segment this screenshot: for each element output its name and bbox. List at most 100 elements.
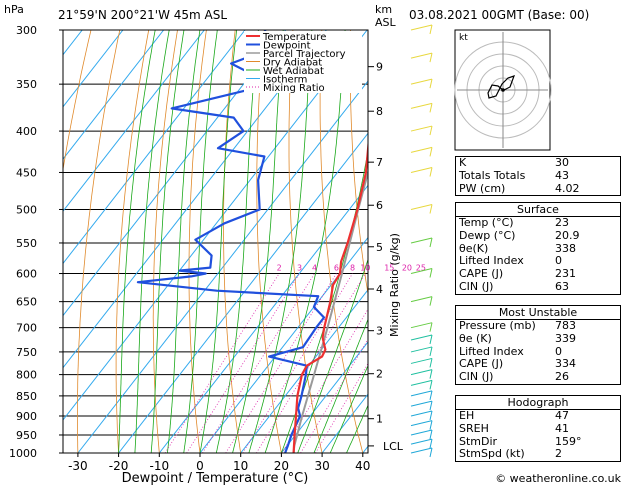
- wind-barb-flag: [429, 447, 433, 458]
- wind-barb-flag: [429, 167, 433, 177]
- index-value: 0: [555, 254, 562, 268]
- wet-adiabat-line: [215, 30, 259, 453]
- index-value: 231: [555, 267, 576, 281]
- index-name: Lifted Index: [459, 254, 524, 268]
- wet-adiabat-line: [183, 30, 218, 453]
- pressure-tick-label: 500: [16, 203, 37, 216]
- wind-barb-flag: [429, 346, 433, 357]
- surface-title: Surface: [456, 203, 620, 217]
- mixing-ratio-label: 15: [384, 264, 394, 273]
- wind-barb-flag: [429, 380, 433, 390]
- hodograph-title: Hodograph: [456, 396, 620, 410]
- pressure-tick-label: 600: [16, 268, 37, 281]
- wind-barb: [410, 52, 433, 59]
- dry-adiabat-line: [188, 30, 207, 453]
- isotherm-line: [77, 80, 368, 453]
- pressure-tick-label: 450: [16, 166, 37, 179]
- index-row: StmSpd (kt) 2: [456, 448, 620, 461]
- isotherm-line: [63, 30, 83, 56]
- dry-adiabat-line: [256, 30, 282, 453]
- pressure-tick-label: 1000: [9, 447, 37, 460]
- wind-barb-flag: [429, 369, 433, 379]
- temperature-tick-label: 0: [196, 459, 204, 473]
- index-value: 47: [555, 409, 569, 422]
- isotherm-line: [63, 30, 368, 421]
- wind-barb: [410, 379, 433, 386]
- wet-adiabat-line: [199, 30, 237, 453]
- index-name: θe (K): [459, 331, 492, 345]
- index-value: 4.02: [555, 181, 580, 195]
- wind-barb: [410, 203, 433, 210]
- wind-barb: [410, 146, 433, 153]
- legend-isotherm: Isotherm: [263, 75, 307, 86]
- wet-adiabat-line: [264, 30, 346, 453]
- wind-barb: [410, 334, 433, 341]
- temperature-tick-label: 30: [314, 459, 329, 473]
- wet-adiabat-line: [134, 30, 170, 453]
- pressure-tick-label: 300: [16, 24, 37, 37]
- isotherm-line: [158, 184, 368, 453]
- most-unstable-table: Most Unstable Pressure (mb) 783 θe (K) 339…: [455, 305, 621, 385]
- wind-barb: [410, 102, 433, 109]
- km-tick-label: 7: [376, 156, 383, 169]
- temperature-tick-label: -30: [68, 459, 88, 473]
- mixing-ratio-label: 25: [416, 264, 426, 273]
- wind-barb-flag: [429, 237, 433, 248]
- mixing-ratio-line: [225, 273, 337, 453]
- surface-table: Surface Temp (°C) 23 Dewp (°C) 20.9 θe(K) 3…: [455, 202, 621, 295]
- index-name: Totals Totals: [459, 168, 526, 182]
- index-row: CAPE (J) 231: [456, 267, 620, 281]
- wind-barb-flag: [429, 296, 433, 306]
- isotherm-line: [281, 341, 368, 453]
- index-name: θe(K): [459, 241, 489, 255]
- index-value: 26: [555, 370, 569, 384]
- index-row: Pressure (mb) 783: [456, 319, 620, 333]
- x-axis-title: Dewpoint / Temperature (°C): [122, 471, 309, 486]
- index-row: Dewp (°C) 20.9: [456, 228, 620, 243]
- wind-barb-flag: [429, 53, 433, 63]
- index-name: Lifted Index: [459, 344, 524, 358]
- index-value: 30: [555, 156, 569, 169]
- hodograph-trace: [487, 75, 515, 99]
- mixing-ratio-label: 8: [350, 264, 355, 273]
- mixing-ratio-line: [186, 273, 300, 453]
- isotherm-line: [240, 288, 368, 453]
- isotherm-line: [199, 236, 368, 453]
- dry-adiabat-line: [152, 30, 178, 453]
- km-tick-label: 9: [376, 61, 383, 74]
- mixing-ratio-label: 10: [360, 264, 370, 273]
- wind-barb: [410, 357, 433, 364]
- dry-adiabat-line: [77, 30, 121, 453]
- index-value: 2: [555, 447, 562, 461]
- wind-barb: [410, 420, 433, 427]
- index-row: Totals Totals 43: [456, 168, 620, 183]
- dry-adiabat-line: [63, 30, 92, 172]
- index-row: EH 47: [456, 409, 620, 423]
- hodograph-table: Hodograph EH 47 SREH 41 StmDir 159° StmSpd …: [455, 395, 621, 463]
- pressure-tick-label: 750: [16, 346, 37, 359]
- plot-frame: [62, 29, 369, 454]
- temperature-tick-label: 40: [355, 459, 370, 473]
- mixing-ratio-label: 6: [334, 264, 339, 273]
- pressure-tick-label: 900: [16, 410, 37, 423]
- index-value: 159°: [555, 434, 582, 448]
- index-name: Pressure (mb): [459, 319, 536, 332]
- temperature-tick-label: -10: [149, 459, 169, 473]
- basic-indices-table: K 30 Totals Totals 43 PW (cm) 4.02: [455, 156, 621, 197]
- dry-adiabat-line: [115, 30, 150, 453]
- wind-barb: [410, 125, 433, 132]
- index-row: CAPE (J) 334: [456, 358, 620, 371]
- mixing-ratio-line: [256, 273, 366, 453]
- index-name: Dewp (°C): [459, 228, 516, 242]
- mixing-ratio-line: [202, 273, 315, 453]
- dry-adiabat-line: [349, 30, 368, 297]
- pressure-tick-label: 700: [16, 322, 37, 335]
- index-name: SREH: [459, 421, 489, 435]
- wind-barb-flag: [429, 125, 433, 136]
- mixing-ratio-line: [164, 273, 280, 453]
- legend-dewpoint: Dewpoint: [263, 41, 311, 52]
- temperature-tick-label: 10: [233, 459, 248, 473]
- pressure-tick-label: 400: [16, 125, 37, 138]
- index-row: K 30: [456, 156, 620, 170]
